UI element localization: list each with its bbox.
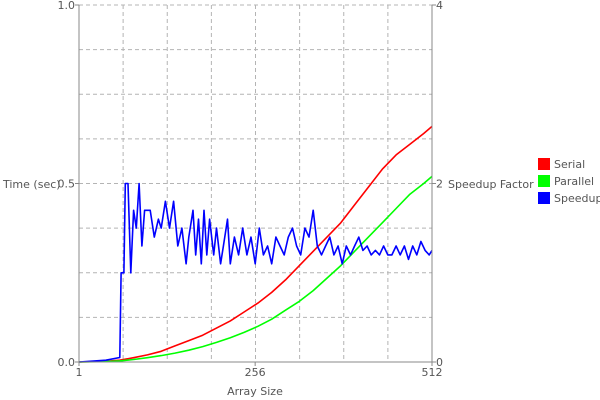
x-tick-label: 512: [422, 366, 443, 379]
y-tick-label: 1.0: [58, 0, 76, 12]
y2-axis-label: Speedup Factor: [448, 178, 534, 191]
x-axis-label: Array Size: [227, 385, 283, 398]
y2-tick-labels: 0 2 4: [432, 0, 443, 369]
y2-tick-label: 2: [436, 178, 443, 191]
legend-label-serial: Serial: [554, 158, 585, 171]
y2-tick-label: 4: [436, 0, 443, 12]
legend-swatch-parallel: [538, 175, 550, 187]
legend: Serial Parallel Speedup: [538, 158, 600, 205]
legend-swatch-serial: [538, 158, 550, 170]
series-line-serial: [78, 125, 433, 363]
legend-label-parallel: Parallel: [554, 175, 594, 188]
x-tick-labels: 1 256 512: [76, 362, 443, 379]
x-tick-label: 1: [76, 366, 83, 379]
x-tick-label: 256: [245, 366, 266, 379]
y-axis-label: Time (sec): [2, 178, 61, 191]
series-line-parallel: [78, 175, 433, 363]
y-tick-labels: 0.0 0.5 1.0: [58, 0, 79, 369]
legend-label-speedup: Speedup: [554, 192, 600, 205]
legend-swatch-speedup: [538, 192, 550, 204]
y2-tick-label: 0: [436, 356, 443, 369]
grid: [79, 4, 432, 362]
series-line-speedup: [78, 182, 433, 363]
y-tick-label: 0.5: [58, 178, 76, 191]
y-tick-label: 0.0: [58, 356, 76, 369]
series-lines: [78, 125, 433, 363]
